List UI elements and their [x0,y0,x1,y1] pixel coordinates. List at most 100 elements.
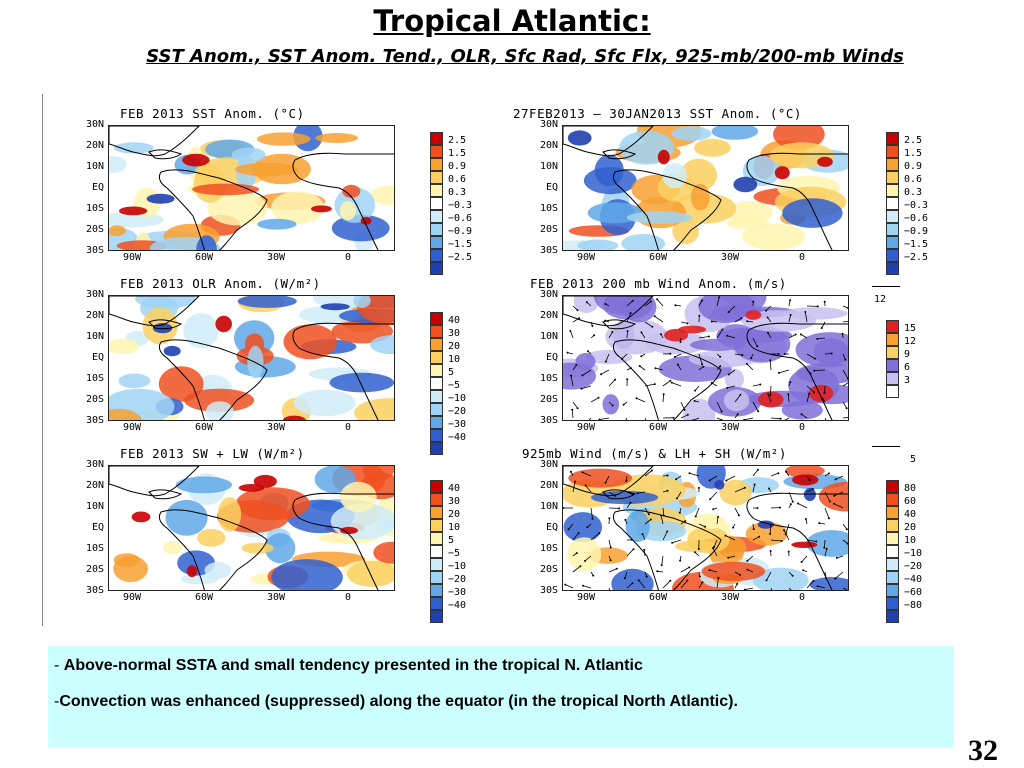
wind-vector [621,353,628,360]
colorbar-swatch [886,558,899,571]
wind-vector [770,472,779,477]
anomaly-shade [264,533,296,564]
wind-vector [570,375,574,387]
lat-tick-label: 30S [85,415,104,426]
anomaly-shade [575,353,596,370]
wind-vector [639,365,646,371]
wind-vector-head [827,517,830,520]
wind-vector-head [620,357,623,360]
wind-vector [605,353,610,362]
anomaly-shade [217,497,242,532]
colorbar-level-label: −1.5 [448,239,473,250]
wind-vector-head [766,316,769,319]
wind-vector-head [719,365,722,368]
wind-vector-head [584,559,586,562]
wind-vector-head [673,356,676,358]
anomaly-shade [331,319,393,344]
anomaly-core [311,205,332,213]
colorbar-swatch [430,364,443,377]
wind-vector-head [563,507,565,509]
lon-tick-label: 30W [720,252,740,263]
anomaly-shade [745,521,788,546]
wind-vector [637,491,646,494]
colorbar-swatch [886,385,899,398]
wind-vector [817,585,826,589]
wind-vector-head [712,508,715,511]
anomaly-shade [109,408,143,420]
anomaly-core [714,480,725,490]
colorbar-swatch [430,312,443,325]
wind-vector [662,531,668,541]
anomaly-shade [701,517,723,529]
wind-vector-head [804,518,807,520]
anomaly-shade [329,372,394,393]
colorbar-swatch [430,610,443,623]
anomaly-core [817,156,833,167]
wind-vector-head [691,419,694,420]
lat-tick-label: 20S [539,564,558,575]
wind-vector [814,369,826,371]
lat-tick-label: 20N [85,480,104,491]
wind-vector [626,312,632,323]
wind-vector-head [675,478,678,481]
note-dash-2: - [54,693,60,710]
wind-vector [823,539,826,548]
colorbar-level-label: 60 [904,496,917,507]
wind-vector-head [833,502,836,505]
wind-vector-head [757,410,760,413]
wind-vector-head [636,492,639,495]
lon-tick-label: 30W [266,252,286,263]
wind-vector [698,581,703,589]
wind-vector [582,585,592,589]
wind-vector-head [635,397,638,400]
anomaly-shade [785,466,825,478]
colorbar-swatch [430,171,443,184]
wind-vector-head [694,389,697,392]
lon-tick-label: 0 [344,592,352,603]
wind-vector [694,385,700,391]
wind-vector-head [566,351,569,354]
anomaly-shade [342,184,361,198]
lon-tick-label: 0 [798,592,806,603]
wind-vector-head [625,480,628,482]
wind-vector [824,571,827,579]
wind-vector-head [756,345,759,348]
wind-vector-head [720,419,723,420]
reference-vector-label: 5 [910,454,917,465]
colorbar-swatch [430,145,443,158]
wind-vector [582,472,592,477]
wind-vector [728,555,736,559]
wind-vector-head [662,393,665,396]
colorbar-level-label: −0.3 [904,200,929,211]
lat-tick-label: 10S [539,543,558,554]
lat-tick-label: EQ [545,522,558,533]
lon-tick-label: 60W [194,592,214,603]
wind-vector [644,470,653,477]
wind-vector [695,507,700,517]
anomaly-shade [818,481,848,512]
colorbar-swatch [886,249,899,262]
wind-vector-head [736,413,739,416]
wind-vector-head [597,396,600,399]
wind-vector-head [739,393,742,396]
colorbar-1 [430,132,443,275]
colorbar-swatch [886,545,899,558]
wind-vector-head [753,483,756,486]
wind-vector-head [697,486,700,489]
anomaly-shade [237,296,297,308]
lon-tick-label: 30W [266,592,286,603]
wind-vector-head [743,486,746,489]
colorbar-level-label: 0.9 [448,161,467,172]
wind-vector [788,334,796,339]
panel-title-6: 925mb Wind (m/s) & LH + SH (W/m²) [522,446,787,461]
wind-vector [716,297,720,307]
wind-vector [626,548,634,557]
wind-vector-head [586,526,589,529]
wind-vector-head [758,535,761,538]
lon-tick-label: 60W [194,422,214,433]
wind-vector [565,584,574,589]
wind-vector-head [834,577,837,580]
colorbar-level-label: 1.5 [904,148,923,159]
wind-vector [778,369,790,374]
anomaly-shade [584,350,633,365]
